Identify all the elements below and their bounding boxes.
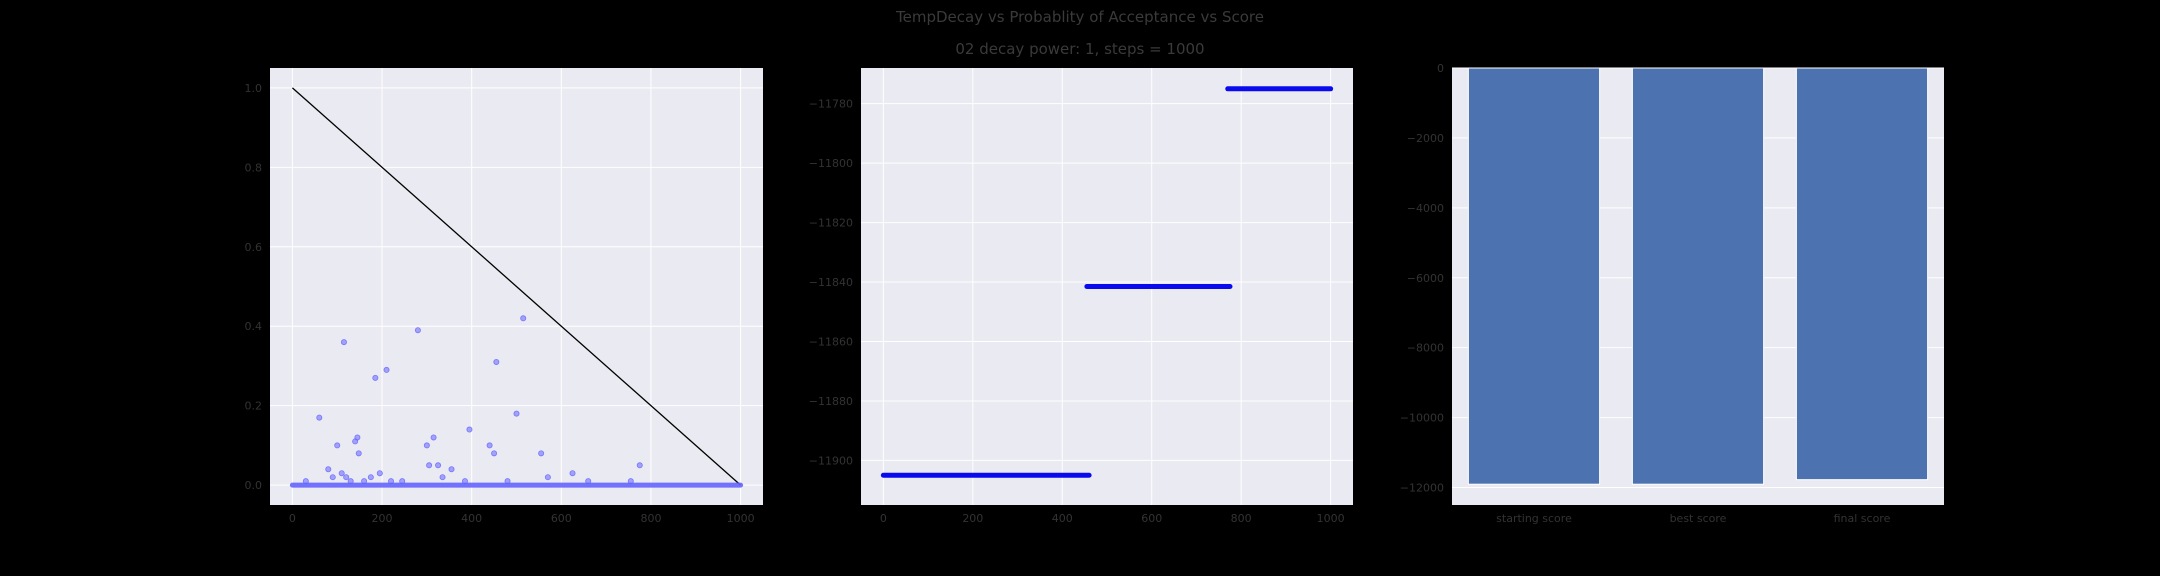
scatter-point: [491, 450, 498, 457]
y-tick-label: 0.0: [245, 479, 263, 492]
scatter-point: [513, 410, 520, 417]
scatter-point: [399, 478, 406, 485]
y-tick-label: −10000: [1400, 412, 1444, 425]
scatter-point: [504, 478, 511, 485]
x-tick-label: 600: [1141, 512, 1162, 525]
y-tick-label: −11900: [809, 454, 853, 467]
decay-line: [291, 87, 742, 486]
scatter-point: [627, 478, 634, 485]
scatter-point: [316, 414, 323, 421]
scatter-point: [325, 466, 332, 473]
x-tick-label: 800: [640, 512, 661, 525]
scatter-point: [585, 478, 592, 485]
y-tick-label: 0.6: [245, 241, 263, 254]
scatter-point: [435, 462, 442, 469]
y-tick-label: −11800: [809, 157, 853, 170]
y-tick-label: −11880: [809, 395, 853, 408]
scatter-point: [544, 474, 551, 481]
scatter-point: [361, 478, 368, 485]
y-tick-label: −11820: [809, 217, 853, 230]
scatter-point: [636, 462, 643, 469]
scatter-point: [520, 315, 527, 322]
scatter-point: [430, 434, 437, 441]
y-tick-label: −11860: [809, 335, 853, 348]
figure-title: TempDecay vs Probablity of Acceptance vs…: [896, 8, 1264, 26]
scatter-point: [486, 442, 493, 449]
x-tick-label: 200: [962, 512, 983, 525]
y-tick-label: −6000: [1407, 272, 1444, 285]
score-history-panel: 0 200 400 600 800 1000 −11900 −11880 −11860 −1184…: [809, 68, 1353, 525]
scatter-point: [302, 478, 309, 485]
scatter-point: [383, 366, 390, 373]
x-tick-label: 600: [551, 512, 572, 525]
x-tick-label: final score: [1834, 512, 1891, 525]
scatter-point: [334, 442, 341, 449]
scatter-point: [423, 442, 430, 449]
y-tick-label: 0.8: [245, 161, 263, 174]
scatter-point: [340, 339, 347, 346]
scatter-point: [338, 470, 345, 477]
bar: [1467, 67, 1601, 485]
y-tick-label: 0: [1437, 62, 1444, 75]
scatter-point: [354, 434, 361, 441]
scatter-point: [355, 450, 362, 457]
scatter-point: [569, 470, 576, 477]
y-tick-label: −12000: [1400, 482, 1444, 495]
x-tick-label: best score: [1670, 512, 1727, 525]
y-tick-label: −4000: [1407, 202, 1444, 215]
y-tick-label: −11780: [809, 98, 853, 111]
x-tick-label: 0: [289, 512, 296, 525]
scatter-point: [448, 466, 455, 473]
y-tick-label: −8000: [1407, 342, 1444, 355]
scatter-point: [493, 358, 500, 365]
bar: [1795, 67, 1929, 481]
y-tick-label: 0.2: [245, 400, 263, 413]
scatter-point: [343, 474, 350, 481]
y-tick-label: −2000: [1407, 132, 1444, 145]
scatter-point: [329, 474, 336, 481]
scatter-point: [388, 478, 395, 485]
scatter-point: [439, 474, 446, 481]
x-tick-label: 0: [880, 512, 887, 525]
score-comparison-panel: 0 −2000 −4000 −6000 −8000 −10000 −12000 startin…: [1400, 62, 1944, 525]
x-tick-label: 400: [461, 512, 482, 525]
x-tick-label: 800: [1231, 512, 1252, 525]
scatter-point: [426, 462, 433, 469]
figure-subtitle: 02 decay power: 1, steps = 1000: [955, 40, 1205, 58]
scatter-point: [466, 426, 473, 433]
scatter-point: [461, 478, 468, 485]
scatter-point: [347, 478, 354, 485]
x-tick-label: 1000: [1317, 512, 1345, 525]
x-tick-label: 1000: [727, 512, 755, 525]
acceptance-probability-panel: 0 200 400 600 800 1000 0.0 0.2 0.4 0.6 0.8 1.0: [245, 68, 763, 525]
y-tick-label: 1.0: [245, 82, 263, 95]
scatter-point: [376, 470, 383, 477]
x-tick-label: starting score: [1496, 512, 1572, 525]
y-tick-label: −11840: [809, 276, 853, 289]
bar: [1631, 67, 1765, 485]
scatter-point: [538, 450, 545, 457]
x-tick-label: 200: [372, 512, 393, 525]
x-tick-label: 400: [1052, 512, 1073, 525]
scatter-point: [367, 474, 374, 481]
scatter-point: [372, 374, 379, 381]
scatter-point: [414, 327, 421, 334]
y-tick-label: 0.4: [245, 320, 263, 333]
